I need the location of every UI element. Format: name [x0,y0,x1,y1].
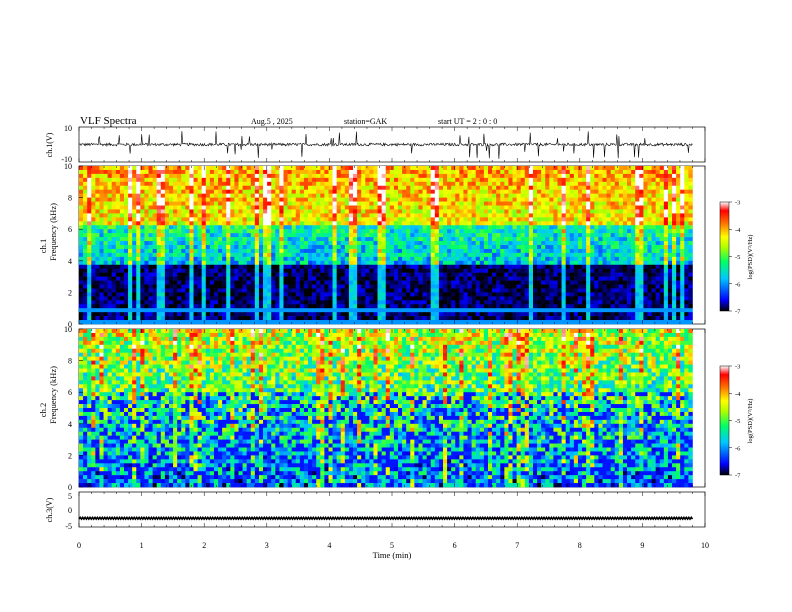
ch1-spectrogram-panel: 0 2 4 6 8 10 ch.1 Frequency (kHz) [38,162,706,329]
ch1-ytick-top: 10 [64,124,72,133]
ch2-spectrogram-image [79,329,693,488]
colorbar-tick-label: -5 [735,418,740,425]
colorbar-tick-label: -4 [735,391,741,398]
ch1-waveform-line [79,131,693,159]
ch3-ytick-mid: 0 [68,506,72,515]
date-label: Aug.5 , 2025 [251,117,293,126]
frequency-tick-label: 10 [64,162,72,171]
time-tick-label: 7 [515,541,519,550]
frequency-tick-label: 4 [68,257,72,266]
time-tick-label: 6 [453,541,457,550]
frequency-tick-label: 6 [68,225,72,234]
ch3-waveform-panel: 5 0 -5 ch.3(V) [45,491,706,531]
ch2-colorbar: -3 -4 -5 -6 -7 log(PSD)(V²/Hz) [719,364,754,480]
station-label: station=GAK [344,117,387,126]
colorbar-tick-label: -6 [735,445,741,452]
ch1-waveform-frame [78,126,706,163]
ch2-colorbar-bar [719,365,730,476]
frequency-tick-label: 4 [68,420,72,429]
time-tick-label: 0 [77,541,81,550]
frequency-tick-label: 2 [68,451,72,460]
ch1-spec-ylabel-1: ch.1 [38,239,48,253]
ch1-spectrogram-image [79,166,693,325]
ch2-colorbar-label: log(PSD)(V²/Hz) [747,399,754,444]
frequency-tick-label: 8 [68,194,72,203]
colorbar-tick-label: -7 [735,309,741,316]
ch1-colorbar-bar [719,201,730,312]
ch2-spec-ylabel-1: ch.2 [38,403,48,417]
ch1-colorbar-label: log(PSD)(V²/Hz) [747,235,754,280]
colorbar-tick-label: -6 [735,281,741,288]
ch3-ytick-bottom: -5 [65,522,72,531]
ch1-ytick-bottom: -10 [61,155,72,164]
ch3-waveform-frame [78,491,706,528]
ch2-spectrogram-panel: 0 2 4 6 8 10 ch.2 Frequency (kHz) [38,325,706,492]
time-axis: 0 1 2 3 4 5 6 7 8 9 10 [77,127,709,550]
time-tick-label: 3 [265,541,269,550]
time-tick-label: 2 [202,541,206,550]
ch1-spec-ylabel-2: Frequency (kHz) [48,203,58,261]
frequency-tick-label: 6 [68,388,72,397]
ch1-colorbar: -3 -4 -5 -6 -7 log(PSD)(V²/Hz) [719,200,754,316]
colorbar-tick-label: -3 [735,200,740,207]
ch1-waveform-ylabel: ch.1(V) [45,132,54,157]
time-tick-label: 10 [701,541,709,550]
ch3-waveform-line [78,516,694,521]
time-tick-label: 4 [327,541,331,550]
frequency-tick-label: 2 [68,288,72,297]
time-tick-label: 8 [578,541,582,550]
ch1-waveform-panel: 10 -10 ch.1(V) [45,124,706,164]
frequency-tick-label: 0 [68,320,72,329]
frequency-tick-label: 0 [68,483,72,492]
figure-title: VLF Spectra [80,115,137,127]
colorbar-tick-label: -4 [735,227,741,234]
time-tick-label: 5 [390,541,394,550]
time-tick-label: 9 [640,541,644,550]
colorbar-tick-label: -3 [735,364,740,371]
frequency-tick-label: 8 [68,357,72,366]
start-ut-label: start UT = 2 : 0 : 0 [438,117,497,126]
frequency-tick-label: 10 [64,325,72,334]
ch2-spec-ylabel-2: Frequency (kHz) [48,366,58,424]
time-tick-label: 1 [140,541,144,550]
colorbar-tick-label: -5 [735,254,740,261]
ch3-waveform-ylabel: ch.3(V) [45,497,54,522]
ch3-ytick-top: 5 [68,492,72,501]
colorbar-tick-label: -7 [735,473,741,480]
time-axis-label: Time (min) [373,550,412,560]
